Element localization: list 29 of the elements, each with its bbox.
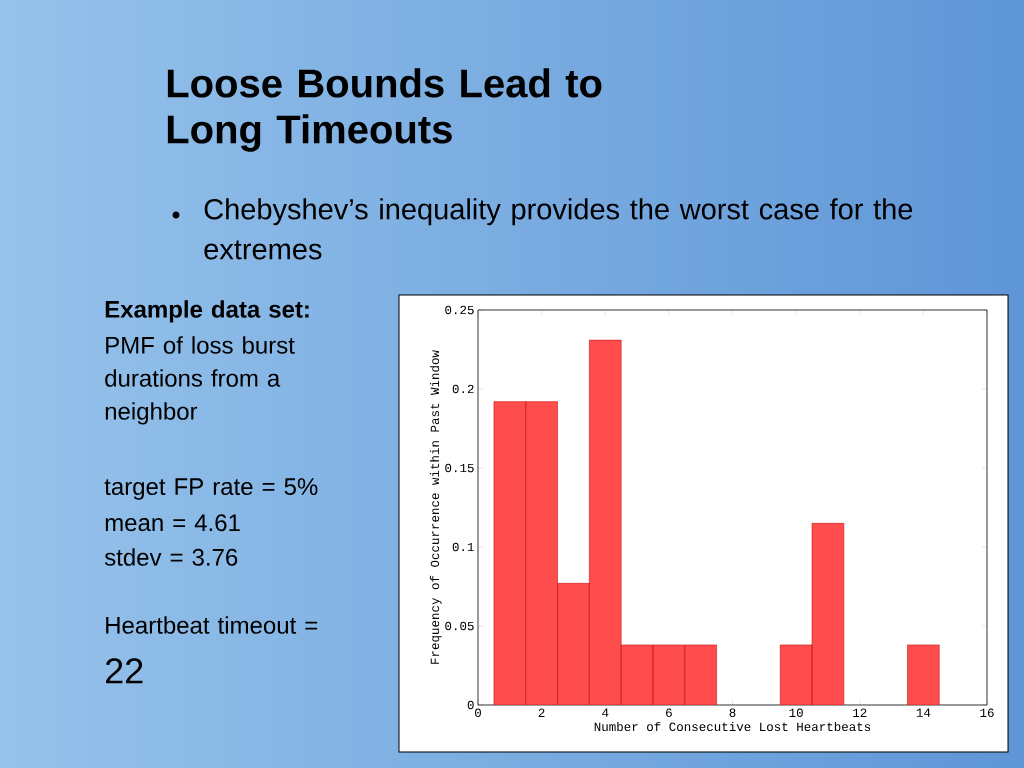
x-axis-title: Number of Consecutive Lost Heartbeats — [594, 721, 871, 732]
text: mean = 4.61 — [105, 514, 240, 532]
y-tick-label: 0.05 — [445, 621, 474, 631]
text: Example data set: — [105, 300, 309, 323]
y-axis-title: Frequency of Occurrence within Past Window — [429, 350, 442, 664]
y-tick-label: 0 — [467, 700, 474, 710]
chart-title: Loose Bounds Lead to Long Timeouts — [167, 68, 602, 152]
y-tick-label: 0.1 — [452, 542, 474, 552]
x-tick-label: 10 — [789, 708, 803, 718]
y-tick-label: 0.15 — [445, 463, 474, 473]
x-tick-label: 14 — [916, 708, 931, 717]
x-tick-label: 4 — [602, 708, 609, 717]
bar — [811, 523, 845, 705]
chart-subtitle: Chebyshev’s inequality provides the worst case for the extremes — [204, 198, 913, 260]
text: target FP rate = 5% — [104, 478, 318, 500]
x-tick-label: 8 — [729, 708, 736, 718]
x-tick-label: 16 — [980, 708, 994, 718]
x-tick-label: 12 — [853, 708, 867, 717]
x-tick-label: 0 — [475, 708, 481, 718]
text: Heartbeat timeout = — [106, 616, 318, 634]
text: PMF of loss burst durations from a neighbor — [105, 336, 295, 425]
x-tick-label: 6 — [666, 708, 672, 718]
y-tick-label: 0.25 — [445, 305, 474, 315]
bar — [779, 644, 813, 705]
bar — [907, 644, 940, 705]
x-tick-label: 2 — [538, 708, 545, 717]
y-tick-label: 0.2 — [452, 384, 474, 394]
text: 22 — [106, 658, 143, 684]
text: stdev = 3.76 — [104, 548, 238, 566]
